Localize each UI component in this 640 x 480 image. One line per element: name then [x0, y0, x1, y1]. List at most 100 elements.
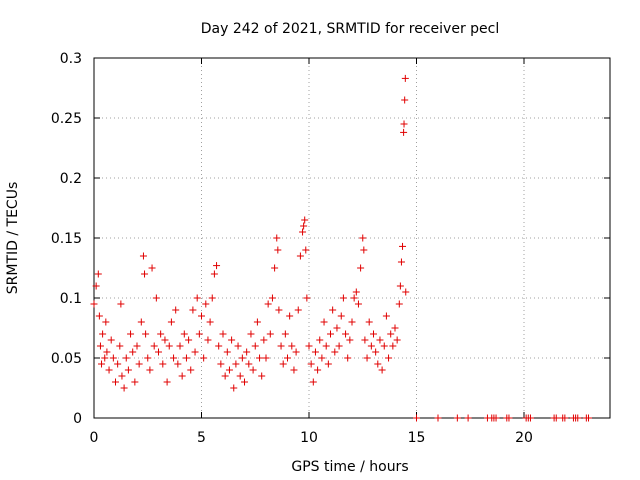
data-point	[374, 360, 382, 368]
data-point	[101, 354, 109, 362]
data-point	[363, 354, 371, 362]
data-point	[391, 324, 399, 332]
data-point	[350, 294, 358, 302]
data-point	[395, 300, 403, 308]
data-point	[90, 300, 98, 308]
data-point	[141, 270, 149, 278]
data-point	[335, 342, 343, 350]
data-point	[241, 378, 248, 386]
data-point	[94, 270, 102, 278]
data-point	[99, 330, 107, 338]
data-point	[172, 306, 180, 314]
data-point	[127, 330, 135, 338]
data-point	[146, 366, 154, 374]
x-tick-label: 0	[90, 430, 99, 446]
data-point	[322, 342, 330, 350]
data-point	[170, 354, 178, 362]
data-point	[273, 234, 281, 242]
plot-frame	[93, 57, 611, 419]
data-point	[292, 348, 300, 356]
data-point	[105, 366, 113, 374]
x-tick-label: 5	[197, 430, 206, 446]
x-tick-label: 15	[408, 430, 426, 446]
data-point	[243, 348, 251, 356]
data-point	[178, 372, 186, 380]
data-point	[232, 360, 240, 368]
data-point	[165, 342, 173, 350]
x-tick-label: 10	[300, 430, 318, 446]
data-point	[268, 294, 276, 302]
data-point	[275, 306, 283, 314]
data-point	[148, 264, 156, 272]
data-point	[288, 342, 296, 350]
data-point	[316, 336, 324, 344]
data-point	[174, 360, 182, 368]
data-point	[167, 318, 175, 326]
data-point	[279, 360, 287, 368]
data-point	[585, 414, 592, 422]
data-point	[367, 342, 375, 350]
data-point	[124, 366, 132, 374]
data-point	[112, 378, 119, 386]
data-point	[204, 336, 212, 344]
x-tick-label: 20	[515, 430, 533, 446]
data-point	[303, 294, 311, 302]
data-point	[329, 306, 337, 314]
data-point	[290, 366, 298, 374]
data-point	[324, 360, 332, 368]
data-point	[399, 242, 407, 250]
data-point	[346, 336, 354, 344]
data-point	[206, 318, 214, 326]
data-point	[333, 324, 341, 332]
data-point	[189, 306, 197, 314]
data-point	[396, 282, 404, 290]
data-point	[182, 354, 190, 362]
data-point	[180, 330, 188, 338]
data-point	[187, 366, 195, 374]
data-point	[318, 354, 326, 362]
data-point	[96, 342, 104, 350]
data-point	[344, 354, 352, 362]
data-point	[150, 342, 158, 350]
data-point	[393, 336, 401, 344]
data-point	[302, 246, 310, 254]
data-point	[234, 342, 242, 350]
y-tick-label: 0.25	[51, 111, 82, 127]
data-point	[137, 318, 145, 326]
data-point	[193, 294, 201, 302]
data-point	[305, 342, 313, 350]
data-point	[131, 378, 139, 386]
data-point	[361, 336, 369, 344]
data-point	[155, 348, 162, 356]
data-point	[389, 342, 397, 350]
data-point	[314, 366, 322, 374]
data-point	[191, 348, 199, 356]
y-tick-label: 0.3	[60, 51, 82, 67]
data-point	[225, 366, 233, 374]
data-point	[228, 336, 236, 344]
data-point	[213, 262, 221, 270]
data-point	[157, 330, 165, 338]
y-tick-label: 0.15	[51, 231, 82, 247]
data-point	[251, 342, 259, 350]
data-point	[208, 294, 216, 302]
data-point	[129, 348, 137, 356]
data-point	[247, 330, 255, 338]
x-axis-label: GPS time / hours	[291, 459, 408, 475]
data-point	[253, 318, 261, 326]
data-point	[574, 414, 582, 422]
data-point	[382, 312, 390, 320]
data-point	[352, 288, 360, 296]
data-point	[378, 366, 386, 374]
data-point	[107, 336, 115, 344]
data-point	[195, 330, 203, 338]
y-axis: 0 0.05 0.1 0.15 0.2 0.25 0.3	[51, 51, 610, 427]
data-point	[397, 258, 405, 266]
data-point	[245, 360, 253, 368]
data-point	[492, 414, 500, 422]
data-point	[357, 264, 365, 272]
data-point	[464, 414, 472, 422]
data-point	[256, 354, 264, 362]
data-point	[385, 354, 393, 362]
data-point	[262, 354, 270, 362]
